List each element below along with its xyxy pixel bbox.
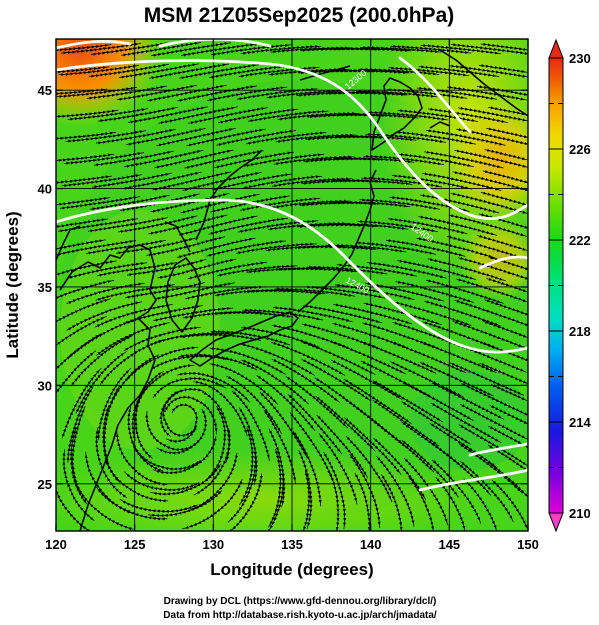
colorbar-tick-label: 214 bbox=[569, 415, 591, 430]
streamline bbox=[482, 170, 528, 184]
lat-tick-label: 30 bbox=[38, 378, 52, 393]
lat-tick-label: 40 bbox=[38, 182, 52, 197]
contour-line bbox=[56, 198, 528, 354]
streamline bbox=[491, 479, 528, 531]
streamlines bbox=[56, 42, 528, 531]
streamline bbox=[489, 404, 528, 425]
lon-tick-label: 125 bbox=[124, 537, 146, 552]
colorbar-tick-label: 226 bbox=[569, 142, 591, 157]
contour-line bbox=[418, 468, 528, 492]
streamline bbox=[486, 277, 528, 293]
contour-line bbox=[56, 59, 528, 220]
colorbar bbox=[548, 38, 564, 533]
streamline bbox=[480, 42, 528, 51]
streamline bbox=[488, 256, 528, 270]
streamline bbox=[484, 148, 528, 161]
coastlines bbox=[56, 49, 528, 531]
streamline bbox=[354, 472, 371, 531]
lon-tick-label: 130 bbox=[202, 537, 224, 552]
lon-tick-label: 145 bbox=[438, 537, 460, 552]
streamline bbox=[323, 451, 347, 530]
colorbar-tick-label: 230 bbox=[569, 51, 591, 66]
streamline bbox=[479, 362, 528, 385]
lon-tick-label: 140 bbox=[360, 537, 382, 552]
colorbar-ticks bbox=[549, 57, 563, 514]
contour-line bbox=[468, 442, 528, 457]
streamline bbox=[380, 474, 403, 531]
chart-title: MSM 21Z05Sep2025 (200.0hPa) bbox=[144, 4, 455, 27]
streamline bbox=[267, 471, 285, 531]
streamline bbox=[302, 470, 311, 531]
lat-tick-label: 45 bbox=[38, 83, 52, 98]
contour-line bbox=[398, 56, 472, 134]
x-axis-label: Longitude (degrees) bbox=[210, 560, 373, 579]
contour-line bbox=[478, 255, 528, 270]
streamline bbox=[329, 471, 340, 531]
lon-tick-label: 135 bbox=[281, 537, 303, 552]
streamline bbox=[478, 64, 528, 73]
streamline bbox=[477, 234, 528, 252]
colorbar-max-arrow bbox=[548, 38, 564, 59]
geopotential-contours bbox=[56, 39, 528, 492]
streamline bbox=[484, 299, 528, 316]
colorbar-tick-label: 210 bbox=[569, 506, 591, 521]
lat-tick-label: 25 bbox=[38, 477, 52, 492]
map-plot-area: 12300 12400 12400 bbox=[56, 39, 528, 531]
colorbar-tick-label: 218 bbox=[569, 324, 591, 339]
streamline bbox=[486, 127, 528, 139]
lat-tick-label: 35 bbox=[38, 280, 52, 295]
axis-ticks bbox=[55, 39, 529, 531]
lon-tick-label: 120 bbox=[45, 537, 67, 552]
colorbar-min-arrow bbox=[548, 512, 564, 533]
streamline bbox=[488, 106, 528, 116]
y-axis-label: Latitude (degrees) bbox=[3, 211, 22, 358]
lon-tick-label: 150 bbox=[517, 537, 539, 552]
contour-line bbox=[56, 39, 132, 50]
streamline bbox=[480, 191, 528, 206]
streamline bbox=[478, 213, 528, 229]
credit-data: Data from http://database.rish.kyoto-u.a… bbox=[163, 610, 437, 621]
streamline bbox=[490, 384, 528, 402]
streamline bbox=[408, 475, 435, 531]
streamline bbox=[482, 320, 528, 338]
colorbar-tick-label: 222 bbox=[569, 233, 591, 248]
streamline bbox=[228, 473, 263, 531]
credit-drawing: Drawing by DCL (https://www.gfd-dennou.o… bbox=[164, 596, 437, 607]
streamline bbox=[476, 85, 528, 96]
